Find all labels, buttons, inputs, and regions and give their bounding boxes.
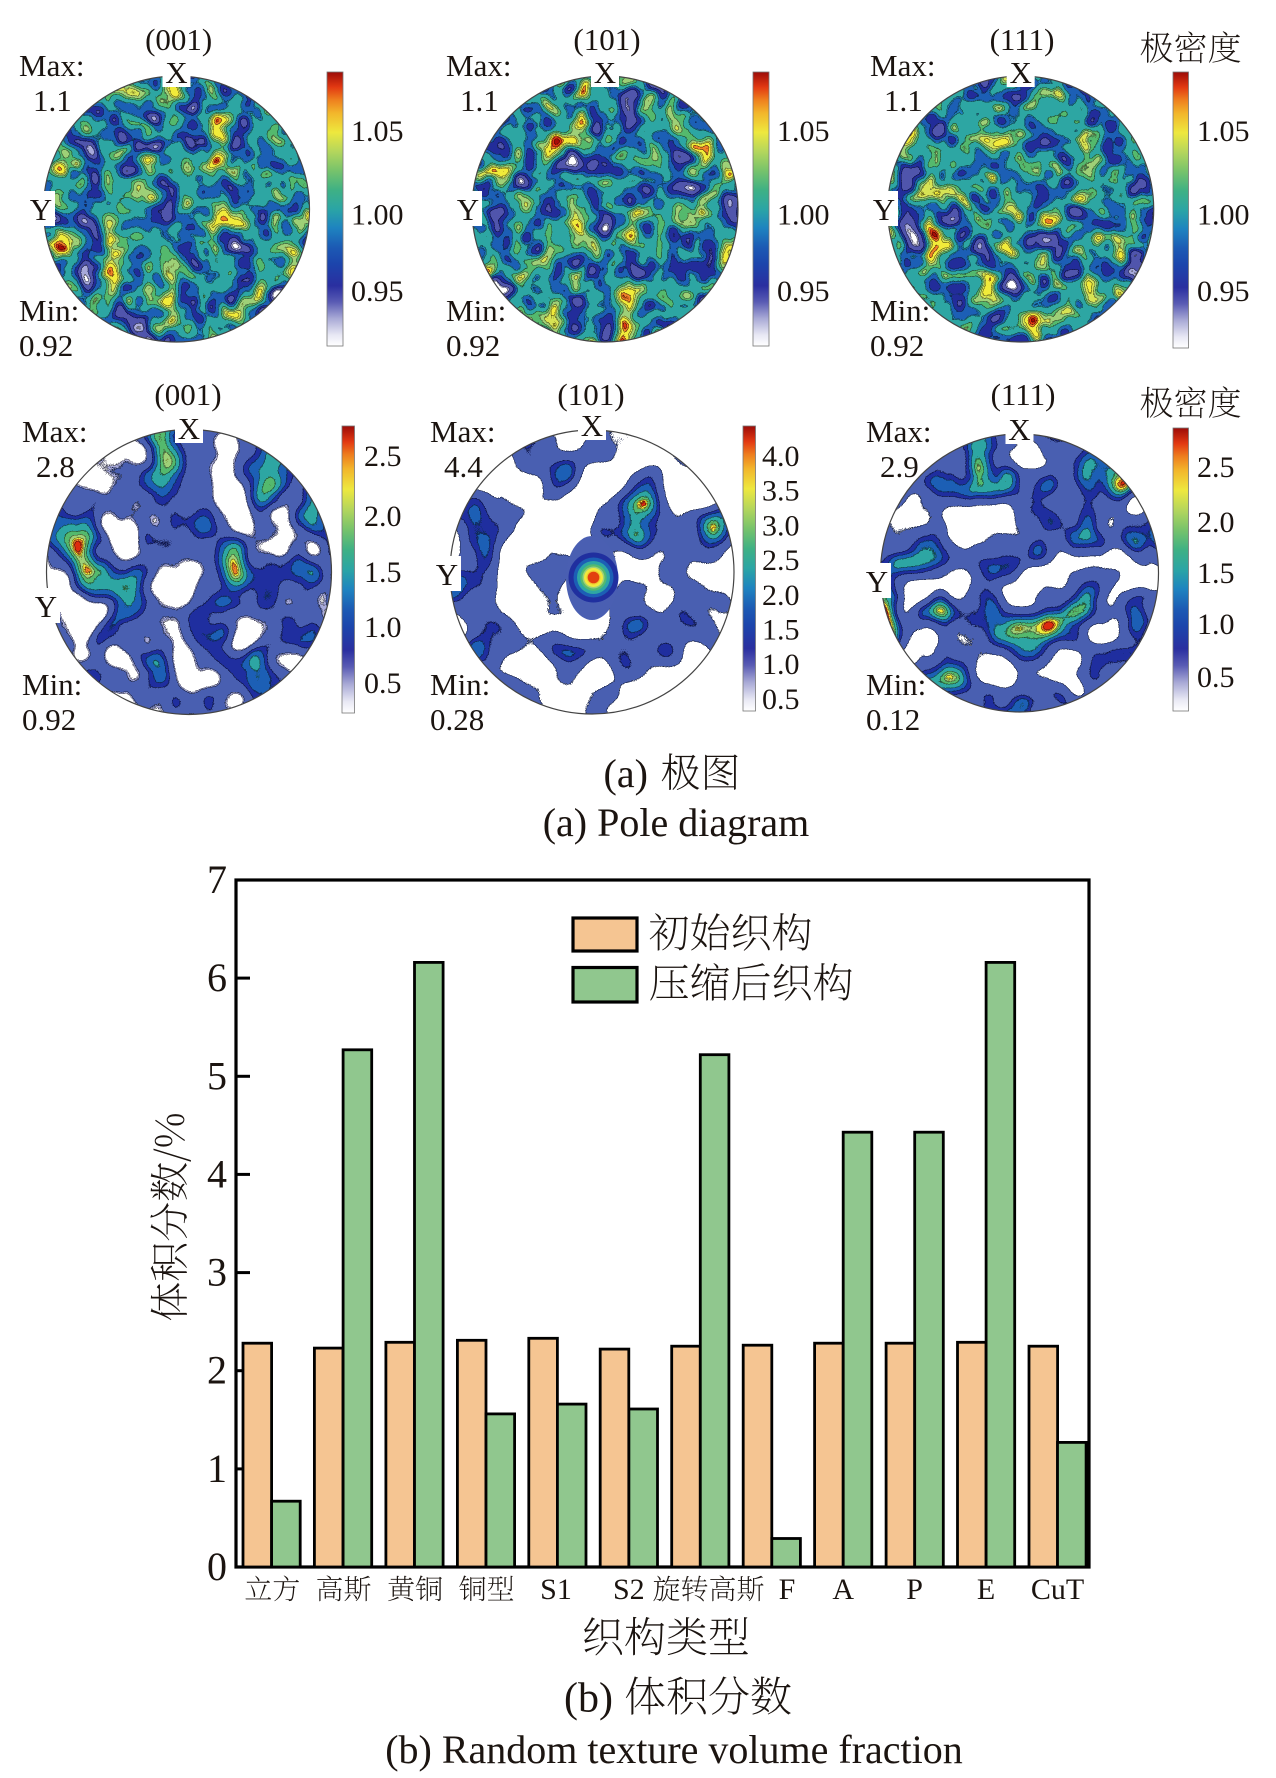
svg-text:1.00: 1.00 [351,199,404,232]
svg-text:S1: S1 [540,1573,572,1606]
svg-text:3.0: 3.0 [762,509,800,542]
svg-text:P: P [906,1573,923,1606]
svg-text:3.5: 3.5 [762,475,800,508]
svg-text:2.5: 2.5 [762,544,800,577]
svg-text:2.0: 2.0 [364,500,402,533]
svg-text:0.5: 0.5 [1197,661,1235,694]
svg-text:Min:: Min: [870,293,930,328]
svg-text:2.5: 2.5 [364,440,402,473]
svg-text:0.28: 0.28 [430,702,484,737]
svg-text:0.92: 0.92 [446,328,500,363]
svg-text:Y: Y [436,557,458,592]
svg-text:1.1: 1.1 [460,83,499,118]
svg-text:(111): (111) [990,22,1055,57]
svg-text:1.05: 1.05 [1197,115,1250,148]
svg-text:1.5: 1.5 [1197,557,1235,590]
svg-text:X: X [178,411,200,446]
svg-text:3: 3 [207,1250,227,1295]
svg-text:1.05: 1.05 [351,115,404,148]
svg-text:Max:: Max: [446,48,511,83]
svg-text:1.1: 1.1 [884,83,923,118]
svg-text:Max:: Max: [19,48,84,83]
svg-text:2: 2 [207,1348,227,1393]
svg-text:S2: S2 [613,1573,645,1606]
svg-text:Min:: Min: [19,293,79,328]
svg-text:2.5: 2.5 [1197,451,1235,484]
svg-text:1.5: 1.5 [364,556,402,589]
svg-text:Max:: Max: [430,414,495,449]
svg-text:0.95: 0.95 [1197,275,1250,308]
svg-text:0.92: 0.92 [19,328,73,363]
svg-text:F: F [779,1573,796,1606]
svg-text:1.05: 1.05 [777,115,830,148]
svg-text:0.92: 0.92 [870,328,924,363]
svg-text:0.5: 0.5 [762,683,800,716]
svg-text:(111): (111) [991,377,1056,412]
svg-text:0.12: 0.12 [866,702,920,737]
svg-text:X: X [581,408,603,443]
svg-text:1.0: 1.0 [762,648,800,681]
svg-text:Y: Y [457,192,479,227]
svg-text:2.8: 2.8 [36,449,75,484]
svg-text:Min:: Min: [430,667,490,702]
svg-text:CuT: CuT [1031,1573,1084,1606]
svg-text:1.0: 1.0 [1197,608,1235,641]
svg-text:1.00: 1.00 [777,199,830,232]
svg-text:Min:: Min: [446,293,506,328]
svg-text:Max:: Max: [22,414,87,449]
svg-text:2.9: 2.9 [880,449,919,484]
svg-text:Y: Y [30,192,52,227]
svg-text:Y: Y [873,192,895,227]
svg-text:0.5: 0.5 [364,667,402,700]
svg-text:4.4: 4.4 [444,449,483,484]
svg-text:Min:: Min: [22,667,82,702]
svg-text:(101): (101) [557,377,624,412]
svg-text:Y: Y [866,564,888,599]
svg-text:4: 4 [207,1151,227,1196]
svg-text:(a): (a) [604,751,648,796]
svg-text:(b): (b) [564,1676,613,1722]
svg-text:E: E [977,1573,995,1606]
svg-text:0: 0 [207,1544,227,1589]
svg-text:Max:: Max: [870,48,935,83]
svg-text:Max:: Max: [866,414,931,449]
svg-text:4.0: 4.0 [762,440,800,473]
svg-text:1.5: 1.5 [762,614,800,647]
svg-text:0.92: 0.92 [22,702,76,737]
svg-text:6: 6 [207,955,227,1000]
svg-text:X: X [594,55,616,90]
svg-text:(b) Random texture volume frac: (b) Random texture volume fraction [385,1727,963,1772]
svg-text:0.95: 0.95 [351,275,404,308]
svg-text:A: A [832,1573,854,1606]
svg-text:1.0: 1.0 [364,611,402,644]
svg-text:2.0: 2.0 [762,579,800,612]
svg-text:5: 5 [207,1053,227,1098]
svg-text:X: X [1010,55,1032,90]
svg-text:(a) Pole diagram: (a) Pole diagram [543,800,810,845]
svg-text:(001): (001) [145,22,212,57]
svg-text:0.95: 0.95 [777,275,830,308]
svg-text:Y: Y [35,589,57,624]
svg-text:(101): (101) [573,22,640,57]
svg-text:Min:: Min: [866,667,926,702]
svg-text:X: X [165,55,187,90]
svg-text:(001): (001) [154,377,221,412]
svg-text:1.1: 1.1 [33,83,72,118]
svg-text:7: 7 [207,857,227,902]
svg-text:1: 1 [207,1446,227,1491]
svg-text:X: X [1008,412,1030,447]
svg-text:2.0: 2.0 [1197,506,1235,539]
svg-text:1.00: 1.00 [1197,199,1250,232]
